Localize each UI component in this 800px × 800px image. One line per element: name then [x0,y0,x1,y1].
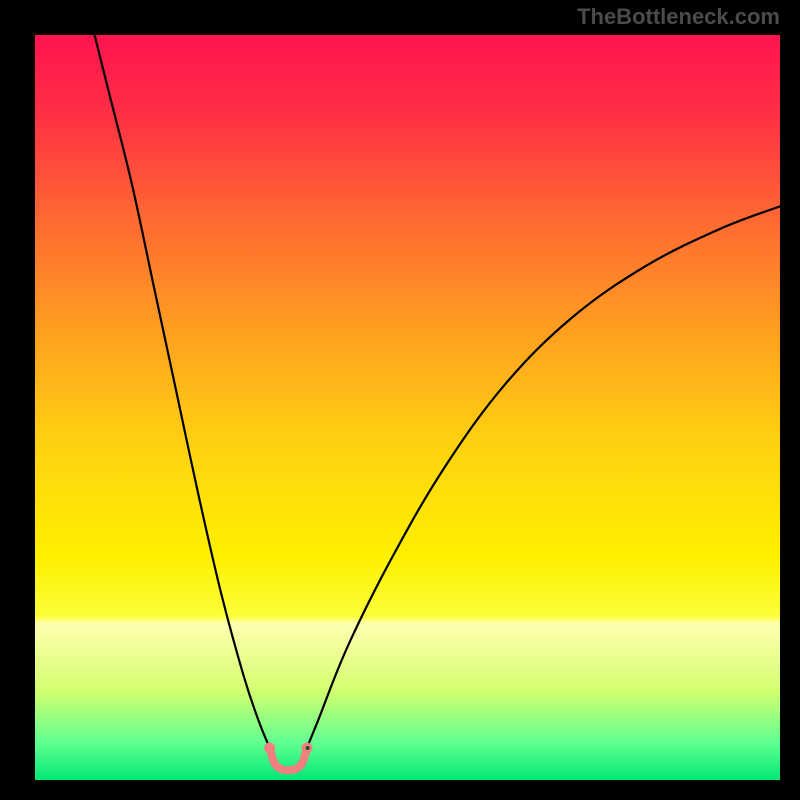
floor-tiny-dot [306,746,310,750]
watermark-text: TheBottleneck.com [577,4,780,30]
plot-area [35,35,780,780]
gradient-background [35,35,780,780]
floor-endpoint-dot [264,742,275,753]
chart-svg [35,35,780,780]
